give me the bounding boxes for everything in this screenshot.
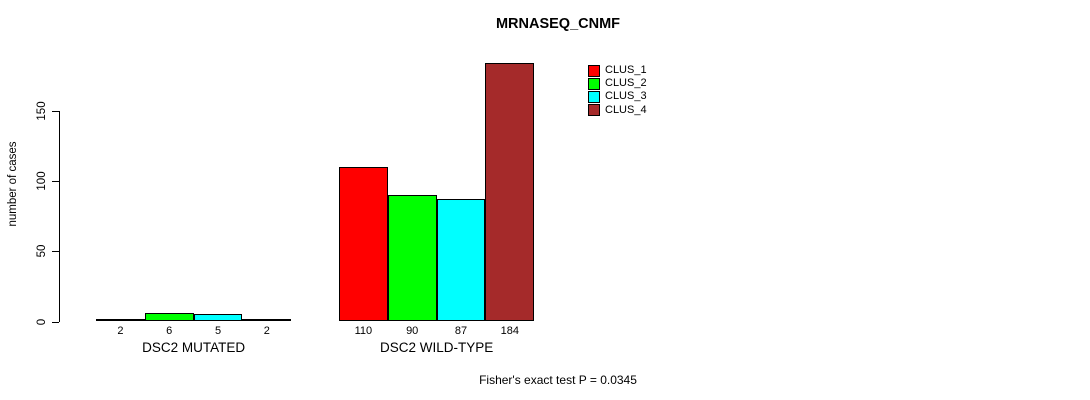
legend-swatch-icon xyxy=(588,64,600,77)
y-axis-tick-label: 50 xyxy=(36,244,48,258)
bar-value-label: 110 xyxy=(354,325,373,337)
bar-clus_4-mutated xyxy=(242,318,292,322)
legend-swatch-icon xyxy=(588,77,600,90)
bar-value-label: 87 xyxy=(454,325,468,337)
bar-clus_3-wild-type xyxy=(436,199,486,322)
group-label-mutated: DSC2 MUTATED xyxy=(142,340,246,355)
legend-label: CLUS_2 xyxy=(605,77,647,90)
bar-clus_4-wild-type xyxy=(485,62,535,322)
y-axis-tick xyxy=(52,321,59,323)
legend: CLUS_1 CLUS_2 CLUS_3 CLUS_4 xyxy=(588,64,647,117)
bar-value-label: 2 xyxy=(263,325,270,337)
legend-label: CLUS_1 xyxy=(605,64,647,77)
bar-clus_1-mutated xyxy=(96,318,145,322)
legend-label: CLUS_3 xyxy=(605,90,647,103)
bar-value-label: 90 xyxy=(406,325,419,337)
bar-clus_1-wild-type xyxy=(339,166,388,322)
legend-item: CLUS_3 xyxy=(588,90,647,103)
y-axis-tick-label: 0 xyxy=(36,318,48,325)
y-axis-label: number of cases xyxy=(7,141,19,227)
legend-swatch-icon xyxy=(588,104,600,117)
y-axis-tick xyxy=(52,110,59,112)
annotation-text: Fisher's exact test P = 0.0345 xyxy=(479,373,637,387)
y-axis-line xyxy=(59,110,60,322)
legend-label: CLUS_4 xyxy=(605,103,647,116)
y-axis-tick xyxy=(52,251,59,253)
legend-item: CLUS_4 xyxy=(588,104,647,117)
bar-value-label: 2 xyxy=(117,325,124,337)
bar-value-label: 5 xyxy=(214,325,222,337)
bar-value-label: 6 xyxy=(166,325,173,337)
y-axis-tick-label: 100 xyxy=(36,171,48,191)
bar-clus_2-mutated xyxy=(144,313,194,322)
group-label-wild-type: DSC2 WILD-TYPE xyxy=(379,340,494,355)
legend-item: CLUS_2 xyxy=(588,77,647,90)
y-axis-tick xyxy=(52,180,59,182)
bar-clus_2-wild-type xyxy=(387,194,437,322)
chart-title: MRNASEQ_CNMF xyxy=(495,16,621,32)
legend-item: CLUS_1 xyxy=(588,64,647,77)
legend-swatch-icon xyxy=(588,90,600,103)
y-axis-tick-label: 150 xyxy=(36,100,48,121)
bar-clus_3-mutated xyxy=(193,314,243,322)
bar-value-label: 184 xyxy=(500,325,519,337)
